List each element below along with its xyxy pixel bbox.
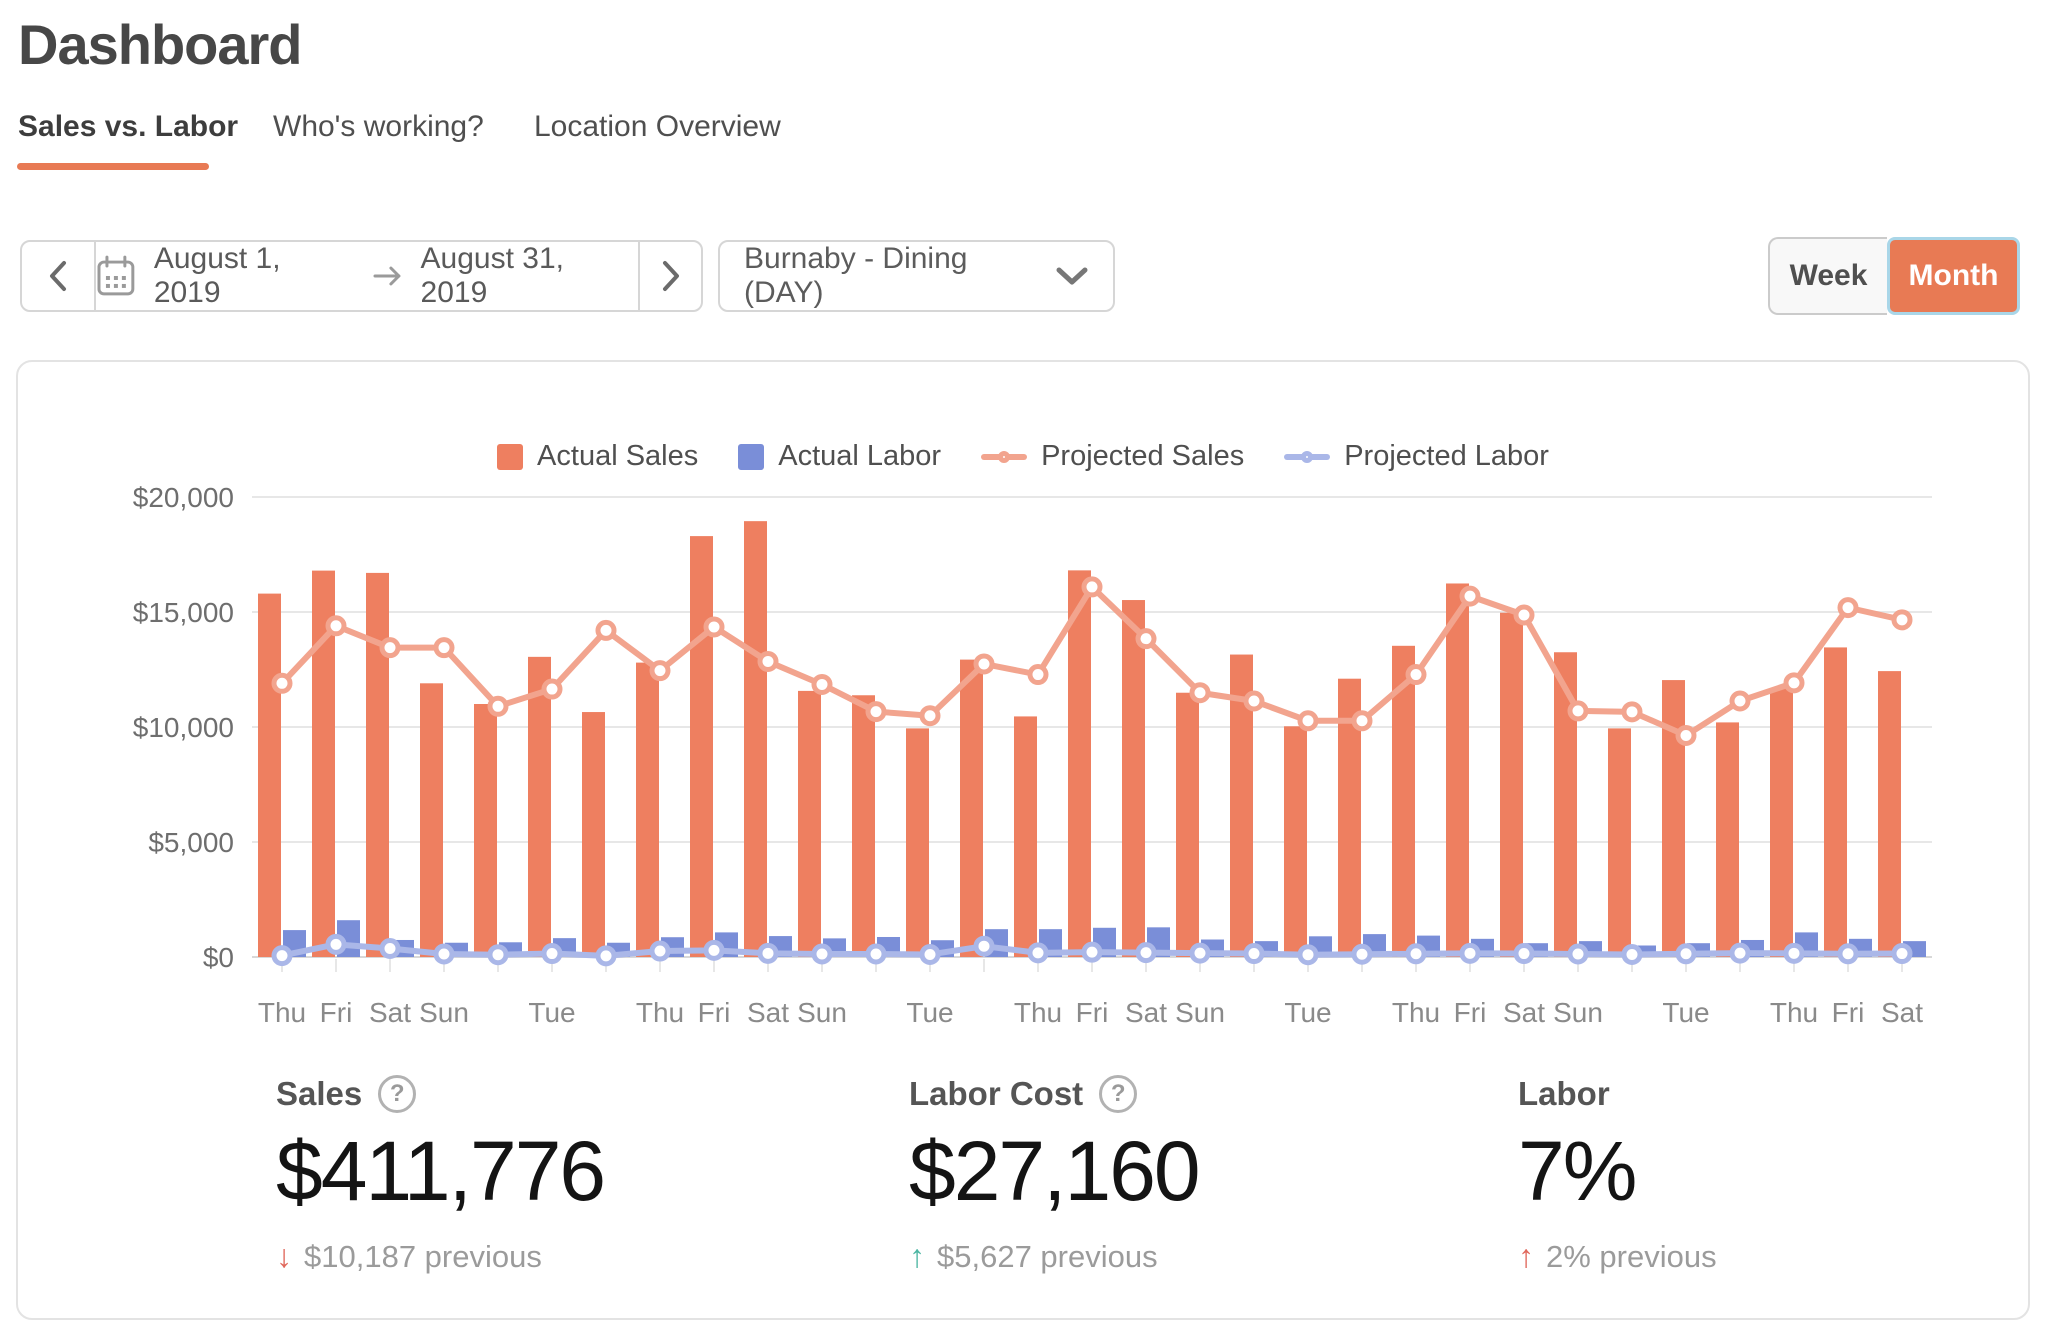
svg-text:$20,000: $20,000: [133, 482, 234, 513]
legend-item-projected-labor[interactable]: Projected Labor: [1284, 440, 1549, 473]
svg-text:Thu: Thu: [636, 997, 684, 1028]
help-icon[interactable]: ?: [378, 1075, 417, 1113]
svg-text:Sun: Sun: [1553, 997, 1603, 1028]
date-range-display[interactable]: August 1, 2019 August 31, 2019: [96, 242, 638, 310]
divider: [94, 242, 96, 310]
next-period-button[interactable]: [640, 242, 701, 310]
chevron-left-icon: [50, 261, 66, 291]
arrow-right-icon: [373, 266, 401, 286]
svg-text:Tue: Tue: [1284, 997, 1331, 1028]
stat-labor-percent-delta: 2% previous: [1546, 1238, 1717, 1274]
legend-item-actual-labor[interactable]: Actual Labor: [738, 440, 941, 473]
stat-labor-percent-value: 7%: [1518, 1124, 1637, 1218]
legend-label: Projected Labor: [1344, 440, 1549, 472]
stat-labor-cost-delta: $5,627 previous: [937, 1238, 1158, 1274]
legend-item-actual-sales[interactable]: Actual Sales: [497, 440, 698, 473]
legend-label: Actual Sales: [537, 440, 699, 472]
location-dropdown-value: Burnaby - Dining (DAY): [744, 242, 968, 309]
active-tab-underline: [17, 163, 209, 170]
projected-sales-marker-icon: [981, 450, 1028, 463]
svg-text:$10,000: $10,000: [133, 712, 234, 743]
stat-labor-percent-label: Labor: [1518, 1075, 1610, 1112]
divider: [638, 242, 640, 310]
svg-text:Sat: Sat: [1881, 997, 1923, 1028]
svg-text:Fri: Fri: [1832, 997, 1865, 1028]
location-dropdown[interactable]: Burnaby - Dining (DAY): [718, 240, 1115, 312]
date-end-label: August 31, 2019: [420, 242, 564, 309]
stat-labor-cost-value: $27,160: [909, 1124, 1201, 1218]
svg-text:Tue: Tue: [906, 997, 953, 1028]
svg-text:Sun: Sun: [419, 997, 469, 1028]
legend-label: Projected Sales: [1041, 440, 1245, 472]
svg-text:Tue: Tue: [528, 997, 575, 1028]
actual-sales-swatch-icon: [497, 443, 524, 470]
stat-sales-label: Sales: [276, 1075, 363, 1112]
help-icon[interactable]: ?: [1099, 1075, 1138, 1113]
svg-text:Fri: Fri: [1454, 997, 1487, 1028]
tab-sales-vs-labor[interactable]: Sales vs. Labor: [18, 110, 239, 143]
actual-labor-swatch-icon: [738, 443, 765, 470]
svg-text:Sat: Sat: [1125, 997, 1167, 1028]
chart-legend: Actual Sales Actual Labor Projected Sale…: [18, 440, 2028, 473]
svg-text:Sun: Sun: [797, 997, 847, 1028]
down-arrow-icon: ↓: [276, 1238, 292, 1274]
stat-sales: Sales ? $411,776 ↓ $10,187 previous: [276, 1075, 606, 1275]
chart-card: Actual Sales Actual Labor Projected Sale…: [16, 360, 2030, 1320]
svg-text:Thu: Thu: [258, 997, 306, 1028]
tab-whos-working[interactable]: Who's working?: [273, 110, 484, 143]
week-toggle-button[interactable]: Week: [1768, 237, 1887, 315]
projected-labor-marker-icon: [1284, 450, 1331, 463]
stat-sales-delta: $10,187 previous: [304, 1238, 542, 1274]
stat-labor-percent: Labor 7% ↑ 2% previous: [1518, 1075, 1717, 1275]
up-arrow-icon: ↑: [1518, 1238, 1534, 1274]
svg-text:Thu: Thu: [1392, 997, 1440, 1028]
date-range-picker: August 1, 2019 August 31, 2019: [20, 240, 703, 312]
svg-text:Fri: Fri: [1076, 997, 1109, 1028]
view-toggle: Week Month: [1768, 237, 2020, 315]
calendar-icon: [97, 255, 135, 296]
svg-text:Sun: Sun: [1175, 997, 1225, 1028]
tab-location-overview[interactable]: Location Overview: [534, 110, 781, 143]
chevron-down-icon: [1056, 267, 1088, 285]
svg-text:Sat: Sat: [747, 997, 789, 1028]
svg-text:Fri: Fri: [320, 997, 353, 1028]
month-toggle-button[interactable]: Month: [1887, 237, 2020, 315]
chevron-right-icon: [662, 261, 679, 291]
svg-text:Fri: Fri: [698, 997, 731, 1028]
previous-period-button[interactable]: [22, 242, 94, 310]
up-arrow-icon: ↑: [909, 1238, 925, 1274]
svg-text:Sat: Sat: [1503, 997, 1545, 1028]
svg-text:$5,000: $5,000: [148, 827, 234, 858]
svg-text:Sat: Sat: [369, 997, 411, 1028]
svg-text:Tue: Tue: [1662, 997, 1709, 1028]
svg-text:Thu: Thu: [1770, 997, 1818, 1028]
date-start-label: August 1, 2019: [153, 242, 281, 309]
stat-sales-value: $411,776: [276, 1124, 606, 1218]
legend-item-projected-sales[interactable]: Projected Sales: [981, 440, 1244, 473]
svg-text:$15,000: $15,000: [133, 597, 234, 628]
svg-text:$0: $0: [203, 942, 234, 973]
svg-text:Thu: Thu: [1014, 997, 1062, 1028]
legend-label: Actual Labor: [778, 440, 942, 472]
stat-labor-cost: Labor Cost ? $27,160 ↑ $5,627 previous: [909, 1075, 1201, 1275]
sales-labor-chart: $0 $5,000 $10,000 $15,000 $20,000 Thu Fri Sat Su…: [133, 482, 1932, 1028]
stat-labor-cost-label: Labor Cost: [909, 1075, 1084, 1112]
page-title: Dashboard: [18, 13, 302, 76]
